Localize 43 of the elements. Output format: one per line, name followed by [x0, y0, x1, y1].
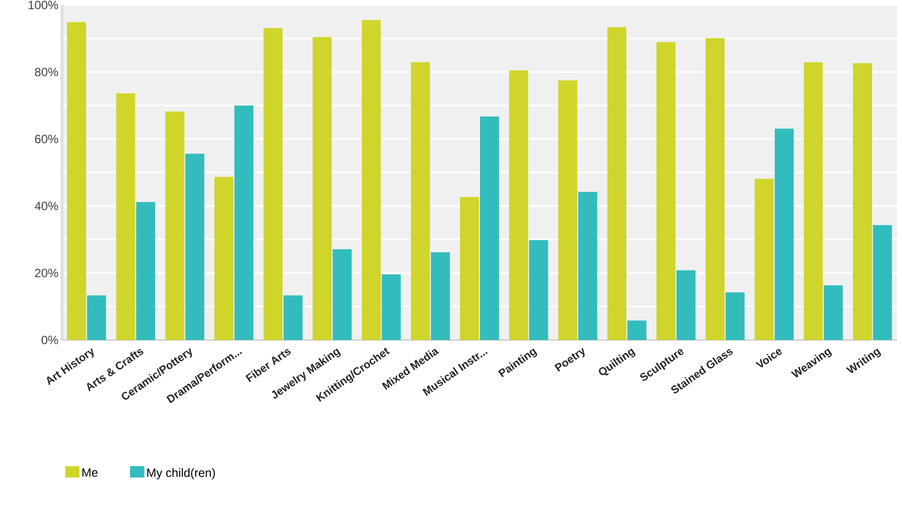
- bar: [332, 249, 352, 340]
- bar: [480, 116, 500, 340]
- bar: [509, 70, 528, 340]
- bar: [804, 62, 823, 340]
- bar: [87, 295, 106, 340]
- bar: [872, 225, 892, 340]
- bar: [362, 20, 381, 340]
- bar: [627, 320, 646, 340]
- bar: [382, 274, 401, 340]
- bar: [430, 252, 450, 340]
- y-tick-label: 60%: [35, 134, 58, 144]
- bar: [726, 292, 745, 340]
- bar: [214, 176, 234, 340]
- bar: [706, 38, 725, 340]
- bar: [234, 105, 254, 340]
- bar: [67, 22, 86, 340]
- y-tick-label: 0%: [42, 336, 58, 344]
- bar: [852, 63, 872, 340]
- bar: [136, 202, 156, 340]
- bar: [774, 128, 794, 340]
- bar: [676, 270, 696, 340]
- bar: [185, 154, 204, 340]
- bar: [656, 42, 676, 340]
- bar: [607, 27, 626, 340]
- bar: [312, 37, 332, 340]
- bar: [116, 93, 136, 340]
- bar: [264, 28, 283, 340]
- bar: [558, 80, 578, 340]
- x-tick-label: Voice: [755, 349, 782, 368]
- bar: [578, 192, 598, 340]
- legend-label: Me: [82, 468, 98, 477]
- y-tick-label: 80%: [34, 68, 58, 76]
- bar: [165, 112, 184, 340]
- y-tick-label: 100%: [28, 0, 58, 10]
- bar: [460, 196, 480, 340]
- legend-label: My child(ren): [147, 468, 215, 480]
- bar: [284, 295, 303, 340]
- bar: [824, 285, 843, 340]
- bar: [754, 178, 774, 340]
- y-tick-label: 20%: [35, 268, 58, 278]
- y-tick-label: 40%: [34, 202, 58, 210]
- bar: [529, 240, 548, 340]
- bar: [410, 62, 430, 340]
